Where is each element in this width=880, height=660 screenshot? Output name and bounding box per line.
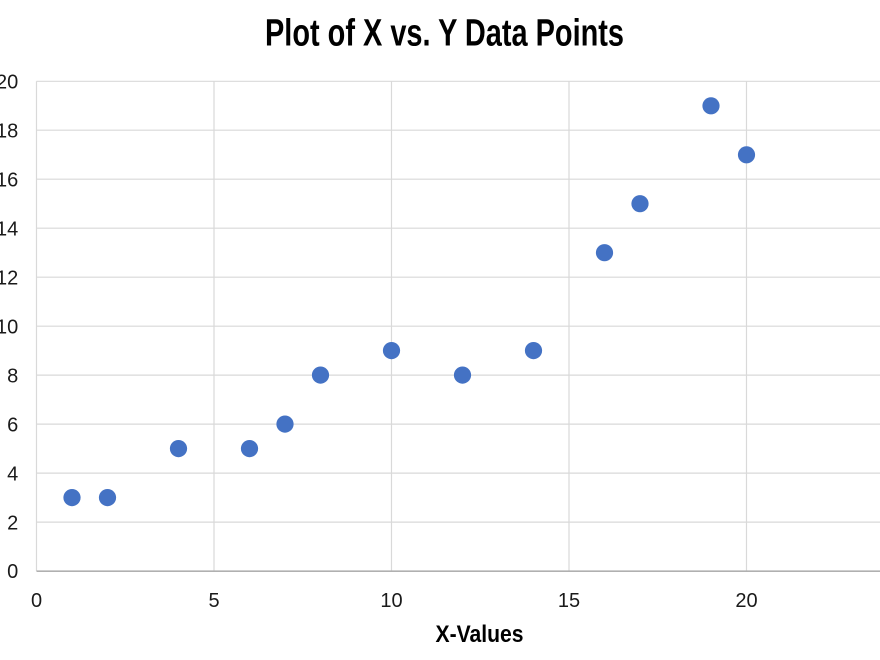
svg-text:14: 14 bbox=[0, 218, 18, 240]
svg-text:X-Values: X-Values bbox=[436, 621, 524, 648]
svg-text:18: 18 bbox=[0, 120, 18, 142]
svg-text:8: 8 bbox=[7, 365, 18, 387]
svg-text:0: 0 bbox=[31, 590, 42, 612]
svg-text:10: 10 bbox=[380, 590, 402, 612]
svg-text:2: 2 bbox=[7, 512, 18, 534]
svg-text:Plot of X vs. Y Data Points: Plot of X vs. Y Data Points bbox=[265, 13, 624, 55]
svg-text:5: 5 bbox=[208, 590, 219, 612]
svg-text:20: 20 bbox=[735, 590, 757, 612]
svg-text:20: 20 bbox=[0, 72, 18, 94]
svg-text:4: 4 bbox=[7, 463, 18, 485]
svg-text:16: 16 bbox=[0, 169, 18, 191]
svg-text:6: 6 bbox=[7, 414, 18, 436]
svg-text:10: 10 bbox=[0, 316, 18, 338]
svg-text:0: 0 bbox=[7, 561, 18, 583]
svg-text:15: 15 bbox=[558, 590, 580, 612]
svg-text:12: 12 bbox=[0, 267, 18, 289]
